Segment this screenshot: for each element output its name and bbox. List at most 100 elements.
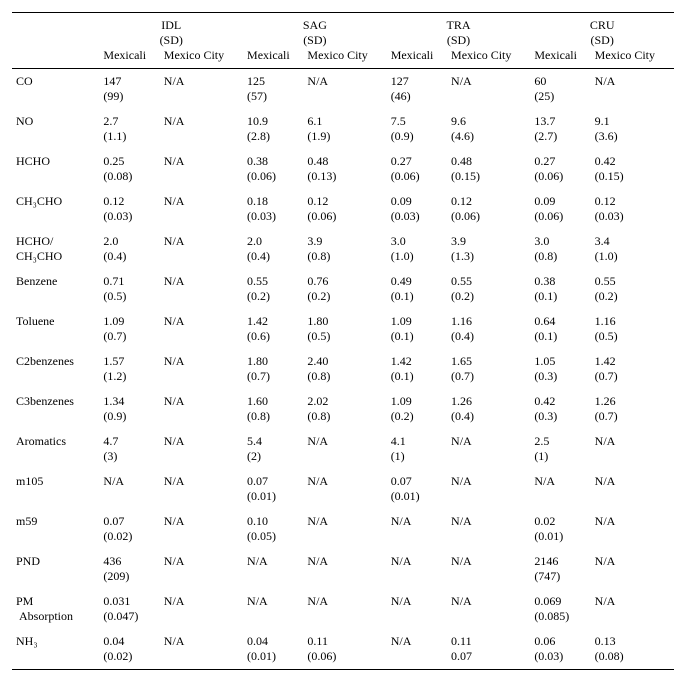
cell-value: N/A (307, 514, 328, 528)
cell-value: 60 (534, 74, 546, 88)
cell-sd: (0.1) (534, 289, 586, 304)
cell-idl-mexico-city: N/A (160, 509, 243, 549)
cell-sd: (0.1) (391, 289, 443, 304)
cell-value: 2146 (534, 554, 558, 568)
cell-tra-mexico-city: 1.65(0.7) (447, 349, 530, 389)
cell-cru-mexicali: 1.05(0.3) (530, 349, 590, 389)
cell-value: 7.5 (391, 114, 406, 128)
group-label: CRU (590, 18, 615, 32)
cell-value: 1.65 (451, 354, 472, 368)
cell-value: N/A (451, 474, 472, 488)
cell-idl-mexico-city: N/A (160, 349, 243, 389)
cell-value: N/A (391, 594, 412, 608)
cell-cru-mexico-city: 0.12(0.03) (591, 189, 674, 229)
row-label: Toluene (12, 309, 99, 349)
row-label: Benzene (12, 269, 99, 309)
cell-value: 4.7 (103, 434, 118, 448)
cell-sd: (0.7) (595, 409, 670, 424)
cell-sd: (0.06) (451, 209, 526, 224)
cell-value: 0.42 (534, 394, 555, 408)
cell-value: 0.069 (534, 594, 561, 608)
data-table: IDL (SD) SAG (SD) TRA (SD) CRU (SD) Mexi… (12, 12, 674, 670)
cell-tra-mexico-city: 9.6(4.6) (447, 109, 530, 149)
cell-sd: (0.7) (247, 369, 299, 384)
cell-idl-mexico-city: N/A (160, 589, 243, 629)
cell-value: 0.12 (307, 194, 328, 208)
table-row: Aromatics4.7(3)N/A5.4(2)N/A4.1(1)N/A2.5(… (12, 429, 674, 469)
subhead-mexicali: Mexicali (243, 48, 303, 69)
sd-label: (SD) (391, 33, 527, 48)
cell-sd: (0.7) (451, 369, 526, 384)
cell-value: 0.12 (103, 194, 124, 208)
cell-tra-mexicali: N/A (387, 549, 447, 589)
cell-tra-mexico-city: N/A (447, 509, 530, 549)
cell-value: 1.42 (391, 354, 412, 368)
cell-sd: (0.9) (103, 409, 155, 424)
cell-value: 2.5 (534, 434, 549, 448)
col-group-idl: IDL (SD) (99, 13, 243, 49)
cell-idl-mexicali: 147(99) (99, 69, 159, 110)
cell-sd: (46) (391, 89, 443, 104)
cell-value: N/A (451, 594, 472, 608)
cell-value: 0.11 (307, 634, 328, 648)
cell-value: 1.16 (595, 314, 616, 328)
cell-value: N/A (164, 114, 185, 128)
row-label: m59 (12, 509, 99, 549)
cell-value: 10.9 (247, 114, 268, 128)
cell-value: 1.26 (451, 394, 472, 408)
cell-value: 3.9 (307, 234, 322, 248)
sd-label: (SD) (247, 33, 383, 48)
cell-sd: (0.06) (534, 209, 586, 224)
cell-sag-mexico-city: N/A (303, 429, 386, 469)
cell-tra-mexico-city: N/A (447, 429, 530, 469)
cell-cru-mexicali: 0.27(0.06) (530, 149, 590, 189)
cell-value: N/A (164, 194, 185, 208)
subhead-mexico-city: Mexico City (447, 48, 530, 69)
cell-tra-mexico-city: 0.110.07 (447, 629, 530, 670)
cell-value: 1.09 (391, 394, 412, 408)
cell-value: 0.55 (595, 274, 616, 288)
cell-sag-mexico-city: 3.9(0.8) (303, 229, 386, 269)
cell-value: N/A (307, 434, 328, 448)
cell-value: N/A (595, 474, 616, 488)
cell-sag-mexicali: 0.04(0.01) (243, 629, 303, 670)
cell-tra-mexicali: 1.42(0.1) (387, 349, 447, 389)
cell-value: 0.55 (451, 274, 472, 288)
cell-value: N/A (595, 554, 616, 568)
cell-sd: (0.1) (391, 329, 443, 344)
cell-sd: (0.03) (534, 649, 586, 664)
cell-value: 6.1 (307, 114, 322, 128)
cell-cru-mexico-city: 1.26(0.7) (591, 389, 674, 429)
cell-sd: (1.0) (391, 249, 443, 264)
cell-value: N/A (164, 554, 185, 568)
cell-value: 0.031 (103, 594, 130, 608)
row-label: NO (12, 109, 99, 149)
row-label: C3benzenes (12, 389, 99, 429)
cell-cru-mexicali: 0.38(0.1) (530, 269, 590, 309)
cell-value: N/A (391, 634, 412, 648)
group-label: TRA (447, 18, 471, 32)
cell-sd: (0.6) (247, 329, 299, 344)
cell-sd: (0.5) (103, 289, 155, 304)
cell-value: N/A (164, 154, 185, 168)
cell-value: 0.27 (391, 154, 412, 168)
cell-sd: (1) (391, 449, 443, 464)
cell-sd: (1) (534, 449, 586, 464)
cell-value: 125 (247, 74, 265, 88)
row-label: CH₃CHO (12, 189, 99, 229)
cell-value: 5.4 (247, 434, 262, 448)
cell-idl-mexico-city: N/A (160, 149, 243, 189)
cell-sag-mexicali: 1.80(0.7) (243, 349, 303, 389)
cell-tra-mexico-city: 0.48(0.15) (447, 149, 530, 189)
cell-value: 0.09 (534, 194, 555, 208)
cell-sag-mexico-city: 2.40(0.8) (303, 349, 386, 389)
cell-idl-mexicali: 0.031(0.047) (99, 589, 159, 629)
cell-value: 1.42 (595, 354, 616, 368)
cell-sd: (0.02) (103, 649, 155, 664)
cell-value: N/A (451, 74, 472, 88)
cell-value: 2.0 (103, 234, 118, 248)
cell-sd: (3) (103, 449, 155, 464)
cell-value: N/A (164, 394, 185, 408)
cell-value: 2.7 (103, 114, 118, 128)
subhead-mexico-city: Mexico City (303, 48, 386, 69)
